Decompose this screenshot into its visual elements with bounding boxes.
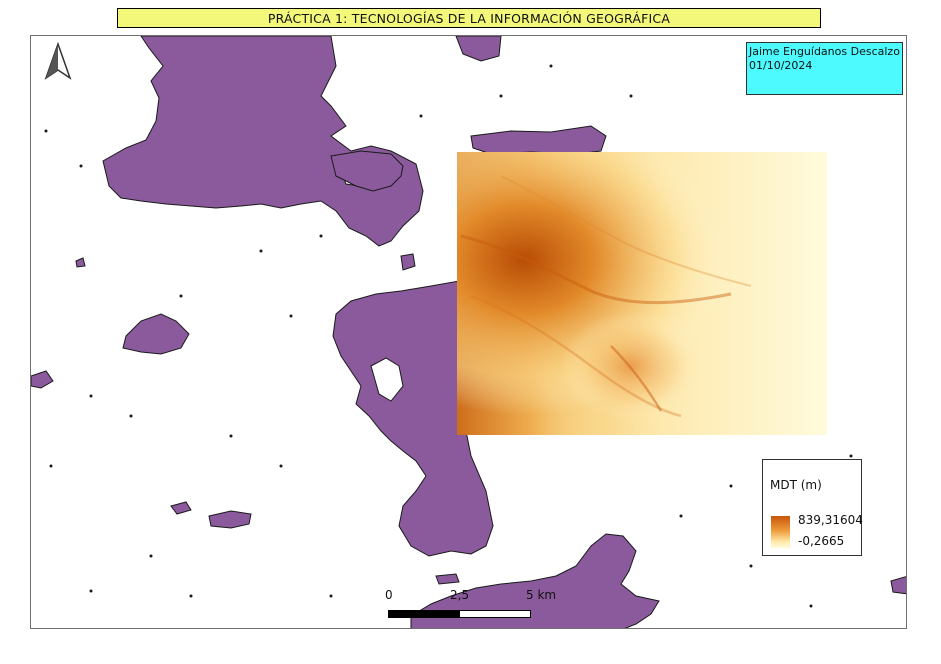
land-north-peninsula <box>102 36 424 247</box>
land-south-peninsula <box>410 533 660 628</box>
land-east-edge-islet <box>890 576 906 595</box>
map-canvas[interactable] <box>30 35 907 629</box>
scale-segment-black <box>388 610 460 618</box>
author-date: 01/10/2024 <box>749 59 813 72</box>
land-small-2 <box>75 257 86 268</box>
north-arrow-icon <box>40 41 76 82</box>
land-central-inlet <box>370 357 404 402</box>
land-east-islet <box>470 125 607 155</box>
land-west-island <box>122 313 190 355</box>
author-info-box: Jaime Enguídanos Descalzo 01/10/2024 <box>746 42 903 95</box>
coastline-dots <box>44 64 853 608</box>
map-title: PRÁCTICA 1: TECNOLOGÍAS DE LA INFORMACIÓ… <box>117 8 821 28</box>
land-east-arm <box>330 150 404 192</box>
land-northeast-cape <box>455 36 502 62</box>
legend: MDT (m) 839,31604 -0,2665 <box>762 459 863 556</box>
scale-label-end: 5 km <box>526 588 557 602</box>
land-small-4 <box>400 253 416 271</box>
map-layers <box>31 36 906 628</box>
legend-min-value: -0,2665 <box>798 534 845 548</box>
scale-label-mid: 2,5 <box>450 588 470 602</box>
author-name: Jaime Enguídanos Descalzo <box>749 45 900 58</box>
land-layer <box>31 36 906 628</box>
land-small-3 <box>435 573 460 585</box>
scale-label-0: 0 <box>385 588 393 602</box>
land-west-islet-small <box>31 370 54 389</box>
dem-raster-layer <box>457 152 827 435</box>
land-southwest-islet <box>208 510 252 529</box>
scale-bar: 0 2,5 5 km <box>380 588 580 624</box>
legend-color-ramp <box>771 516 790 548</box>
scale-segment-white <box>459 610 531 618</box>
land-small-1 <box>170 501 192 515</box>
legend-max-value: 839,31604 <box>798 513 863 527</box>
legend-title: MDT (m) <box>770 478 822 492</box>
